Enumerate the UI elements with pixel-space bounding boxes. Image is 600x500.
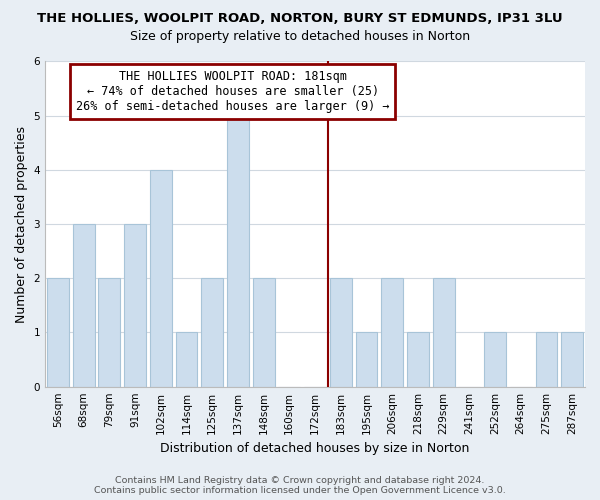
Y-axis label: Number of detached properties: Number of detached properties bbox=[15, 126, 28, 322]
Text: Contains public sector information licensed under the Open Government Licence v3: Contains public sector information licen… bbox=[94, 486, 506, 495]
Text: THE HOLLIES, WOOLPIT ROAD, NORTON, BURY ST EDMUNDS, IP31 3LU: THE HOLLIES, WOOLPIT ROAD, NORTON, BURY … bbox=[37, 12, 563, 26]
Bar bbox=[561, 332, 583, 386]
Bar bbox=[150, 170, 172, 386]
Text: Size of property relative to detached houses in Norton: Size of property relative to detached ho… bbox=[130, 30, 470, 43]
Bar bbox=[253, 278, 275, 386]
Bar bbox=[356, 332, 377, 386]
Bar bbox=[330, 278, 352, 386]
Bar bbox=[484, 332, 506, 386]
Bar bbox=[73, 224, 95, 386]
Bar bbox=[47, 278, 69, 386]
Text: THE HOLLIES WOOLPIT ROAD: 181sqm
← 74% of detached houses are smaller (25)
26% o: THE HOLLIES WOOLPIT ROAD: 181sqm ← 74% o… bbox=[76, 70, 389, 112]
Bar bbox=[407, 332, 429, 386]
Bar bbox=[433, 278, 455, 386]
Bar bbox=[536, 332, 557, 386]
Bar bbox=[176, 332, 197, 386]
Bar bbox=[201, 278, 223, 386]
Bar bbox=[381, 278, 403, 386]
Bar bbox=[98, 278, 120, 386]
X-axis label: Distribution of detached houses by size in Norton: Distribution of detached houses by size … bbox=[160, 442, 470, 455]
Bar bbox=[124, 224, 146, 386]
Text: Contains HM Land Registry data © Crown copyright and database right 2024.: Contains HM Land Registry data © Crown c… bbox=[115, 476, 485, 485]
Bar bbox=[227, 116, 249, 386]
